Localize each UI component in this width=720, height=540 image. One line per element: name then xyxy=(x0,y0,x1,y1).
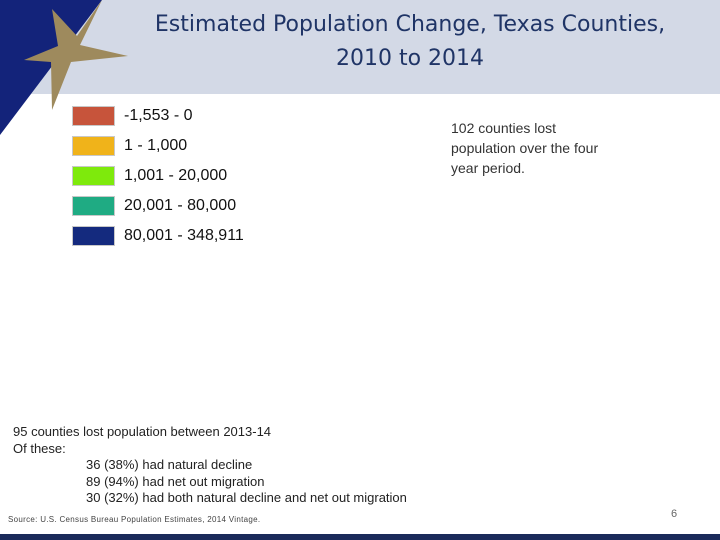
stats-block: 95 counties lost population between 2013… xyxy=(13,424,493,507)
stats-item: 89 (94%) had net out migration xyxy=(86,473,265,489)
stats-item: 36 (38%) had natural decline xyxy=(86,457,253,472)
star-icon xyxy=(0,0,128,135)
title-line-1: Estimated Population Change, Texas Count… xyxy=(154,12,666,37)
legend-swatch xyxy=(72,196,115,216)
legend-swatch xyxy=(72,166,115,186)
corner-blue-shape xyxy=(0,0,102,135)
legend-item: 1,001 - 20,000 xyxy=(72,166,292,196)
stats-subheading: Of these: xyxy=(13,440,66,456)
header-band xyxy=(0,0,720,94)
legend-label: 1 - 1,000 xyxy=(124,137,188,154)
legend-swatch xyxy=(72,226,115,246)
counties-lost-note: 102 counties lost population over the fo… xyxy=(451,120,599,176)
page-number: 6 xyxy=(670,508,678,520)
legend-item: 1 - 1,000 xyxy=(72,136,292,166)
stats-summary: 95 counties lost population between 2013… xyxy=(13,424,272,439)
legend-swatch xyxy=(72,106,115,126)
legend-item: 20,001 - 80,000 xyxy=(72,196,292,226)
source-note: Source: U.S. Census Bureau Population Es… xyxy=(8,515,261,524)
legend-swatch xyxy=(72,136,115,156)
legend-label: 20,001 - 80,000 xyxy=(124,197,237,214)
page-title: Estimated Population Change, Texas Count… xyxy=(120,8,700,76)
legend-item: -1,553 - 0 xyxy=(72,106,292,136)
legend-label: 80,001 - 348,911 xyxy=(124,227,244,244)
legend-label: 1,001 - 20,000 xyxy=(124,167,228,184)
star-shape xyxy=(24,0,128,110)
map-legend: -1,553 - 0 1 - 1,000 1,001 - 20,000 20,0… xyxy=(72,106,292,256)
title-line-2: 2010 to 2014 xyxy=(335,46,485,71)
stats-item: 30 (32%) had both natural decline and ne… xyxy=(86,490,407,505)
legend-label: -1,553 - 0 xyxy=(124,107,193,124)
bottom-rule xyxy=(0,534,720,540)
legend-item: 80,001 - 348,911 xyxy=(72,226,292,256)
